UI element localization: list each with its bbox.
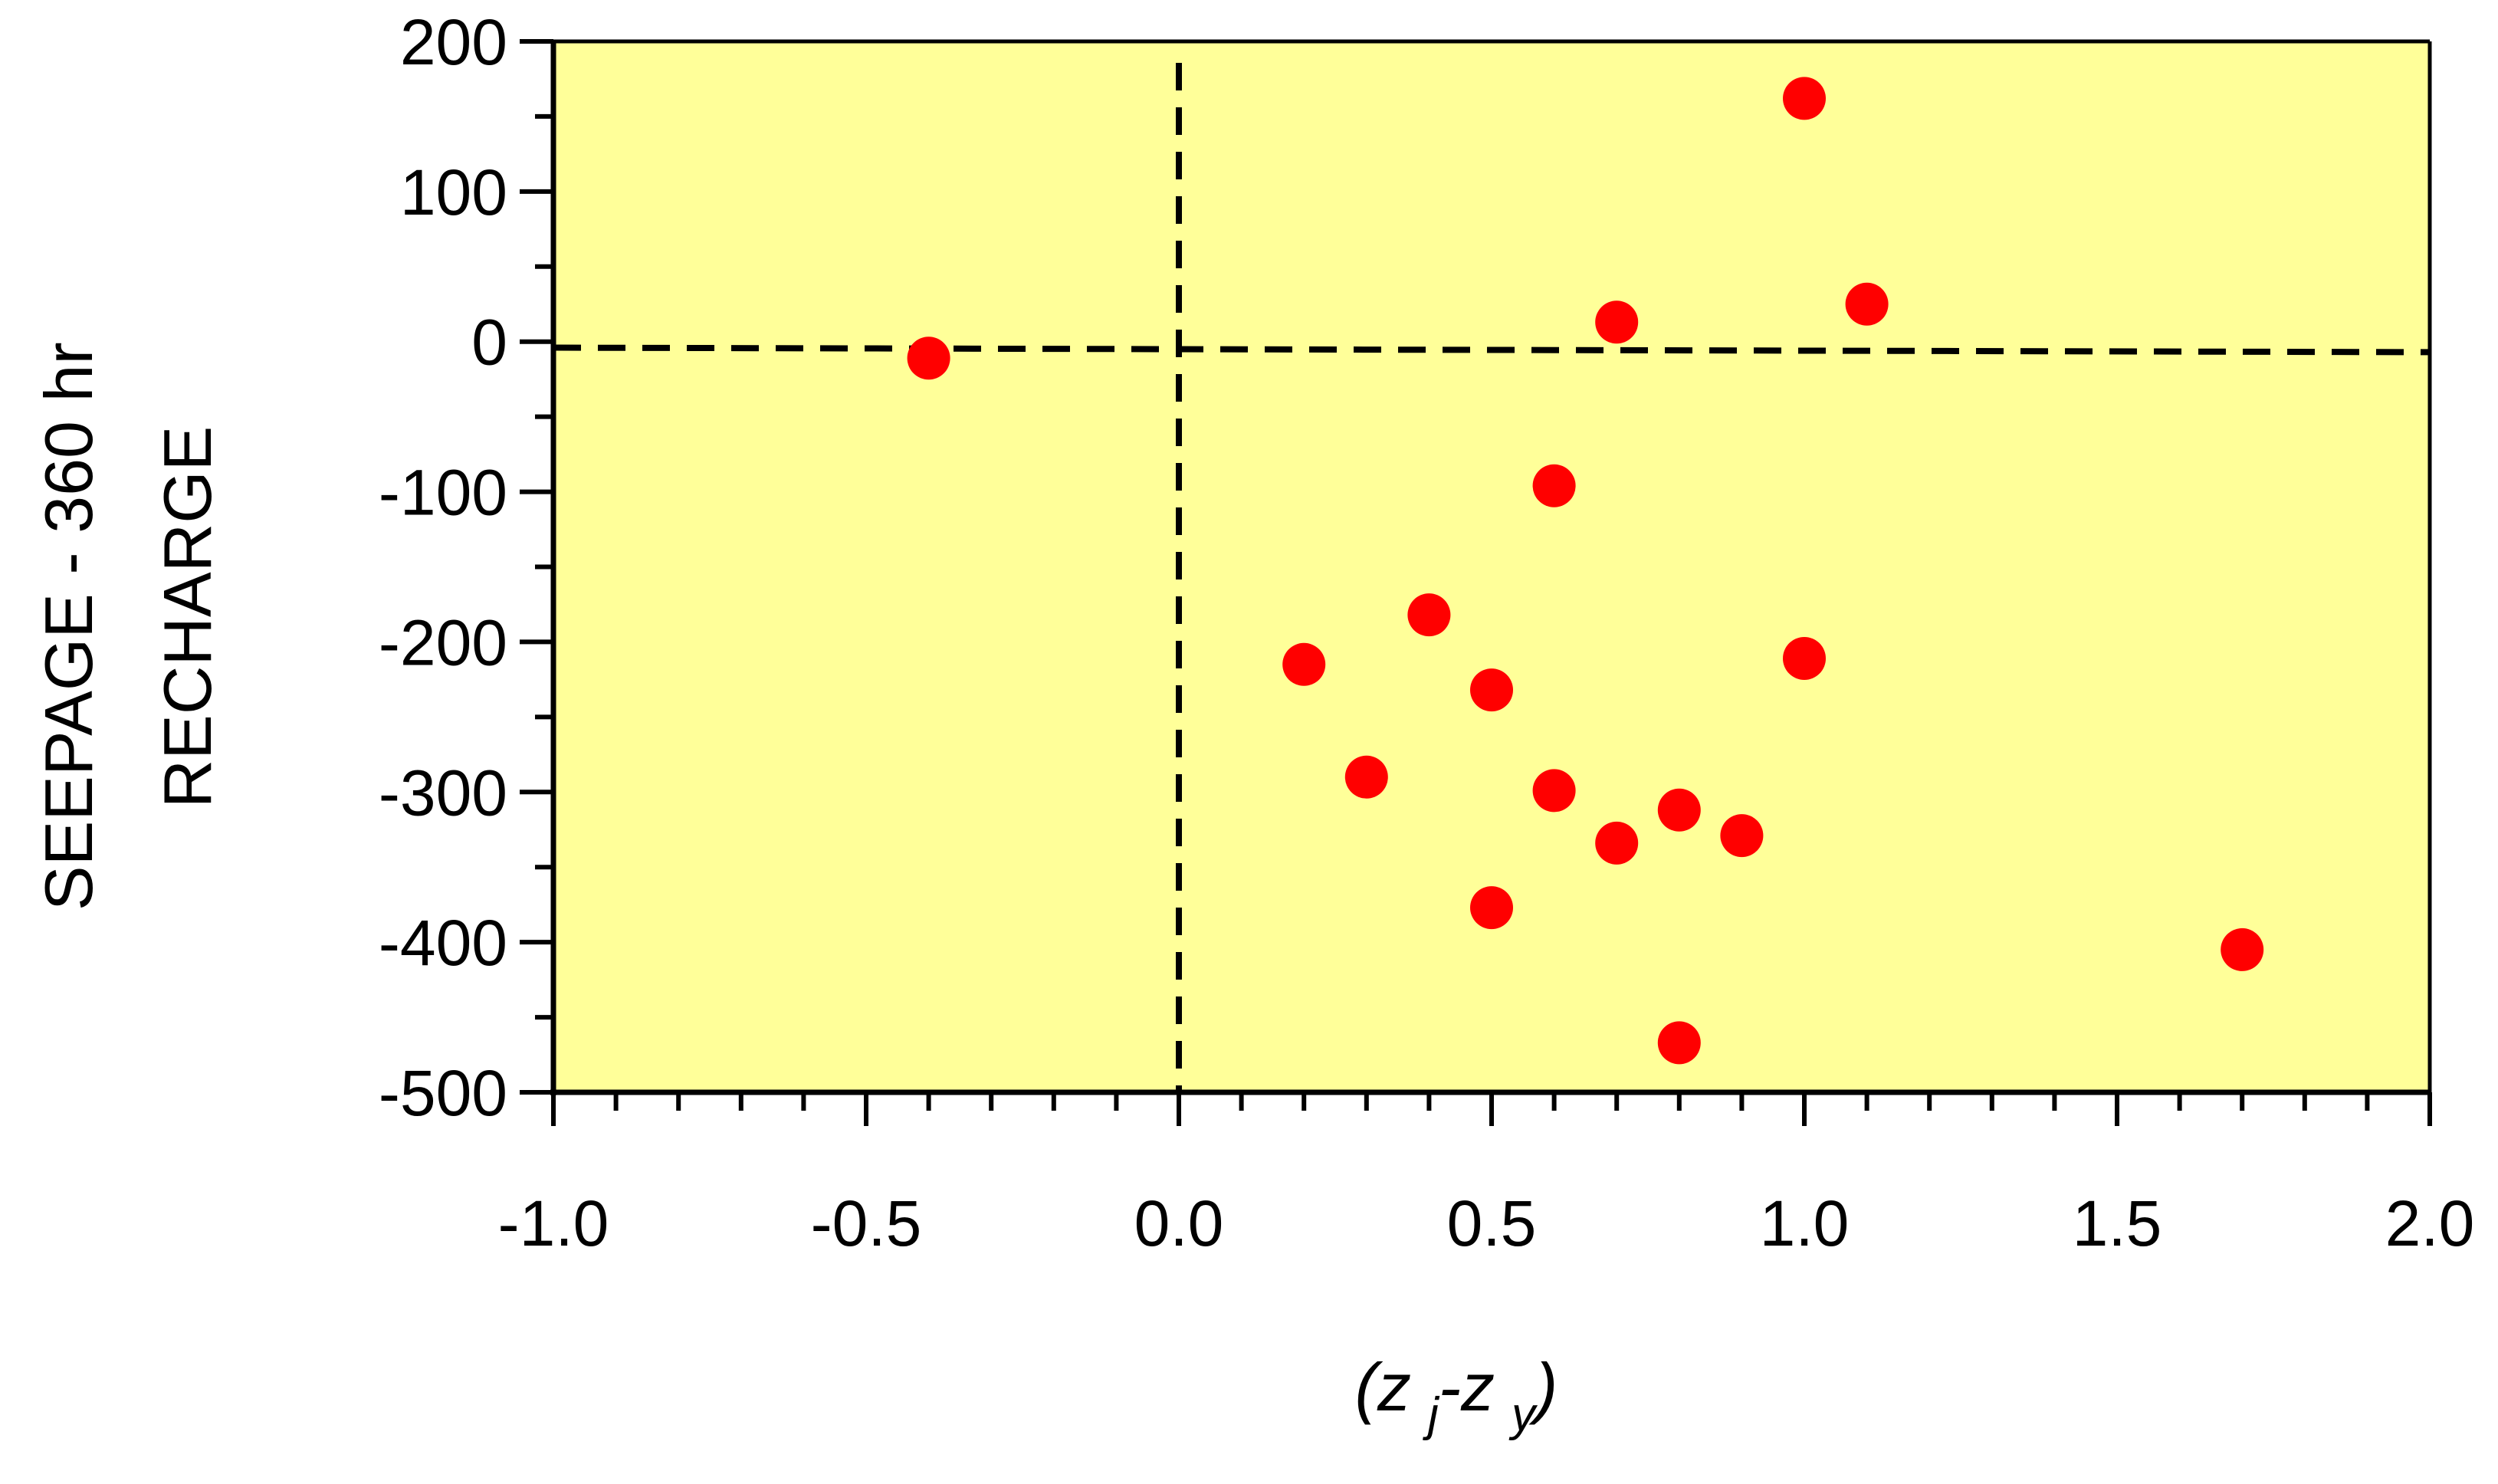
y-tick-label: -300 <box>379 757 507 829</box>
reference-lines <box>553 63 2431 1092</box>
y-tick-label: -500 <box>379 1057 507 1129</box>
data-point-2 <box>1282 642 1326 686</box>
y-axis-title-line-1: SEEPAGE - 360 hr <box>31 342 107 911</box>
y-tick-label: 100 <box>400 156 507 228</box>
y-tick-label: 200 <box>400 6 507 78</box>
data-point-12 <box>1657 1021 1701 1065</box>
x-title-z2: z <box>1460 1349 1495 1425</box>
data-point-1 <box>907 337 950 380</box>
data-point-5 <box>1470 668 1513 712</box>
data-point-17 <box>2221 927 2264 971</box>
x-tick-label: 1.5 <box>2073 1187 2162 1259</box>
data-point-3 <box>1344 755 1388 799</box>
data-point-4 <box>1407 593 1451 637</box>
data-point-9 <box>1595 300 1639 344</box>
data-point-15 <box>1783 636 1826 680</box>
x-tick-label: 0.5 <box>1447 1187 1537 1259</box>
x-title-dash: - <box>1439 1349 1461 1425</box>
y-axis-title: SEEPAGE - 360 hr RECHARGE <box>31 323 225 911</box>
y-tick-label: -100 <box>379 457 507 529</box>
x-axis: -1.0 -0.5 0.0 0.5 1.0 1.5 2.0 <box>498 1089 2475 1259</box>
data-point-10 <box>1595 821 1639 865</box>
data-point-13 <box>1720 814 1764 858</box>
y-axis: 200 100 0 -100 -200 -300 -400 -500 <box>379 6 556 1129</box>
x-tick-label: 0.0 <box>1134 1187 1224 1259</box>
x-tick-label: -1.0 <box>498 1187 609 1259</box>
data-point-7 <box>1532 464 1576 507</box>
y-axis-title-line-2: RECHARGE <box>149 426 225 809</box>
x-tick-label: 2.0 <box>2385 1187 2475 1259</box>
y-tick-label: -200 <box>379 606 507 678</box>
data-point-6 <box>1470 886 1513 930</box>
x-title-sub2: y <box>1508 1388 1538 1441</box>
plot-frame <box>553 39 2432 1092</box>
data-point-14 <box>1783 77 1826 120</box>
data-points <box>907 77 2264 1065</box>
x-title-z1: z <box>1377 1349 1411 1425</box>
plot-area <box>553 41 2430 1092</box>
x-axis-title: (z j-z y) <box>1355 1349 1558 1441</box>
y-tick-label: -400 <box>379 907 507 979</box>
horizontal-reference-line <box>553 344 2431 356</box>
y-tick-label: 0 <box>471 307 507 379</box>
data-point-11 <box>1657 788 1701 832</box>
x-tick-label: -0.5 <box>811 1187 922 1259</box>
data-point-16 <box>1845 282 1889 326</box>
data-point-8 <box>1532 769 1576 813</box>
x-tick-label: 1.0 <box>1760 1187 1850 1259</box>
x-title-sub1: j <box>1423 1388 1440 1441</box>
